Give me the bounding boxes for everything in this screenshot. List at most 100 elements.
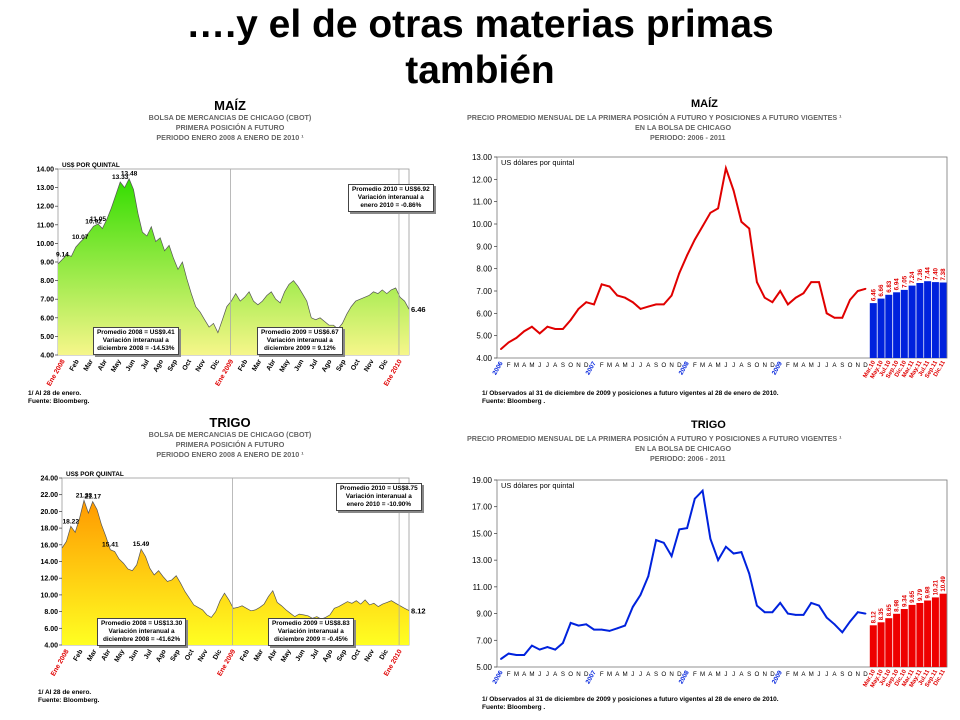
maiz-right-chart: 4.00 5.00 6.00 7.00 8.00 9.00 10.00 11.00 12.00 1… [472, 153, 948, 380]
box-line: Variación interanual a [277, 628, 344, 635]
x-month-label: D [770, 671, 775, 678]
futures-bar [908, 285, 916, 358]
trigo-right-sub1: PRECIO PROMEDIO MENSUAL DE LA PRIMERA PO… [467, 434, 842, 443]
price-series-line [500, 164, 866, 350]
x-month-label: S [840, 671, 844, 678]
price-point [802, 614, 805, 616]
x-tick-label: May [280, 648, 293, 663]
price-point [577, 308, 580, 310]
y-tick-label: 7.00 [476, 287, 492, 296]
maiz-right-footnote: 1/ Observados al 31 de diciembre de 2009… [482, 390, 779, 406]
x-month-label: S [747, 362, 751, 369]
price-point [794, 296, 797, 299]
box-line: Promedio 2010 = US$8.75 [340, 485, 418, 492]
x-tick-label: Feb [69, 359, 81, 373]
x-month-label: J [817, 362, 820, 369]
y-tick-label: 11.00 [473, 583, 493, 592]
price-point [639, 594, 642, 596]
price-point [523, 330, 526, 333]
x-tick-label: Sep [336, 649, 348, 663]
x-month-label: J [538, 671, 541, 678]
futures-bar [877, 622, 885, 667]
y-tick-label: 9.00 [476, 610, 492, 619]
price-point [500, 658, 502, 660]
futures-bar [900, 289, 908, 358]
maiz-left-box-2009: Promedio 2009 = US$6.67 Variación intera… [257, 327, 343, 355]
y-tick-label: 8.00 [44, 609, 58, 616]
price-point [600, 283, 603, 286]
y-tick-label: 13.00 [36, 185, 54, 192]
bar-value-label: 6.46 [870, 288, 877, 301]
maiz-left-header: MAÍZ BOLSA DE MERCANCIAS DE CHICAGO (CBO… [120, 98, 340, 143]
x-tick-label: Sep [169, 649, 181, 663]
unit-label: US dólares por quintal [501, 481, 574, 490]
futures-bar [893, 613, 901, 667]
x-tick-label: Nov [364, 648, 377, 663]
price-point [624, 624, 626, 627]
price-point [600, 628, 603, 631]
footnote-line: 1/ Observados al 31 de diciembre de 2009… [482, 696, 779, 703]
x-tick-label: Dic [212, 648, 223, 661]
x-month-label: F [786, 671, 790, 678]
price-point [856, 290, 859, 292]
y-tick-label: 19.00 [472, 476, 493, 485]
y-tick-label: 12.00 [472, 175, 493, 184]
x-month-label: M [700, 362, 705, 369]
price-point [531, 325, 533, 328]
x-tick-label: Oct [350, 358, 362, 372]
y-tick-label: 16.00 [40, 542, 58, 549]
bar-value-label: 10.21 [932, 579, 939, 595]
price-point [717, 559, 719, 561]
price-point [849, 620, 851, 623]
x-month-label: N [669, 362, 673, 369]
maiz-left-box-2010: Promedio 2010 = US$6.92 Variación intera… [348, 184, 434, 212]
futures-bar [885, 294, 893, 358]
futures-bar [885, 618, 893, 667]
maiz-left-sub1: BOLSA DE MERCANCIAS DE CHICAGO (CBOT) [148, 113, 312, 122]
price-point [593, 628, 595, 631]
maiz-left-panel: MAÍZ BOLSA DE MERCANCIAS DE CHICAGO (CBO… [0, 96, 455, 412]
x-month-label: S [654, 671, 658, 678]
x-month-label: O [848, 671, 853, 678]
trigo-left-sub3: PERIODO ENERO 2008 A ENERO DE 2010 ¹ [156, 450, 304, 459]
x-month-label: N [856, 671, 860, 678]
maiz-left-box-2008: Promedio 2008 = US$9.41 Variación intera… [93, 327, 179, 355]
price-line [61, 499, 410, 620]
box-line: diciembre 2009 = 9.12% [264, 345, 336, 352]
x-tick-label: May [114, 648, 127, 663]
x-month-label: A [739, 362, 744, 369]
y-tick-label: 18.00 [40, 526, 58, 533]
price-point [725, 545, 727, 548]
x-tick-label: Sep [167, 359, 179, 373]
x-month-label: D [677, 671, 682, 678]
price-point [569, 319, 572, 321]
data-label: 21.17 [84, 494, 101, 501]
x-month-label: J [732, 362, 735, 369]
price-point [810, 602, 813, 604]
x-month-label: O [661, 671, 666, 678]
bar-value-label: 7.36 [917, 268, 924, 281]
maiz-right-heading: MAÍZ [691, 98, 718, 110]
futures-bar [869, 303, 877, 358]
x-year-label: 2006 [491, 360, 504, 376]
price-point [562, 642, 564, 644]
y-tick-label: 7.00 [476, 636, 492, 645]
price-point [515, 337, 518, 339]
footnote-line: 1/ Observados al 31 de diciembre de 2009… [482, 390, 779, 397]
price-point [546, 325, 549, 328]
box-line: diciembre 2009 = -0.45% [273, 636, 348, 643]
x-month-label: A [832, 362, 837, 369]
x-month-label: O [754, 362, 759, 369]
price-point [554, 328, 557, 330]
unit-label: US$ POR QUINTAL [66, 471, 124, 478]
x-month-label: D [677, 362, 682, 369]
y-tick-label: 13.00 [472, 556, 493, 565]
y-tick-label: 22.00 [40, 492, 58, 499]
price-point [569, 622, 572, 624]
maiz-right-panel: MAÍZ PRECIO PROMEDIO MENSUAL DE LA PRIME… [455, 96, 960, 412]
x-month-label: J [825, 362, 828, 369]
x-month-label: O [848, 362, 853, 369]
data-label: 10.92 [85, 218, 102, 225]
data-label: 15.49 [133, 541, 150, 548]
y-tick-label: 5.00 [476, 663, 492, 672]
